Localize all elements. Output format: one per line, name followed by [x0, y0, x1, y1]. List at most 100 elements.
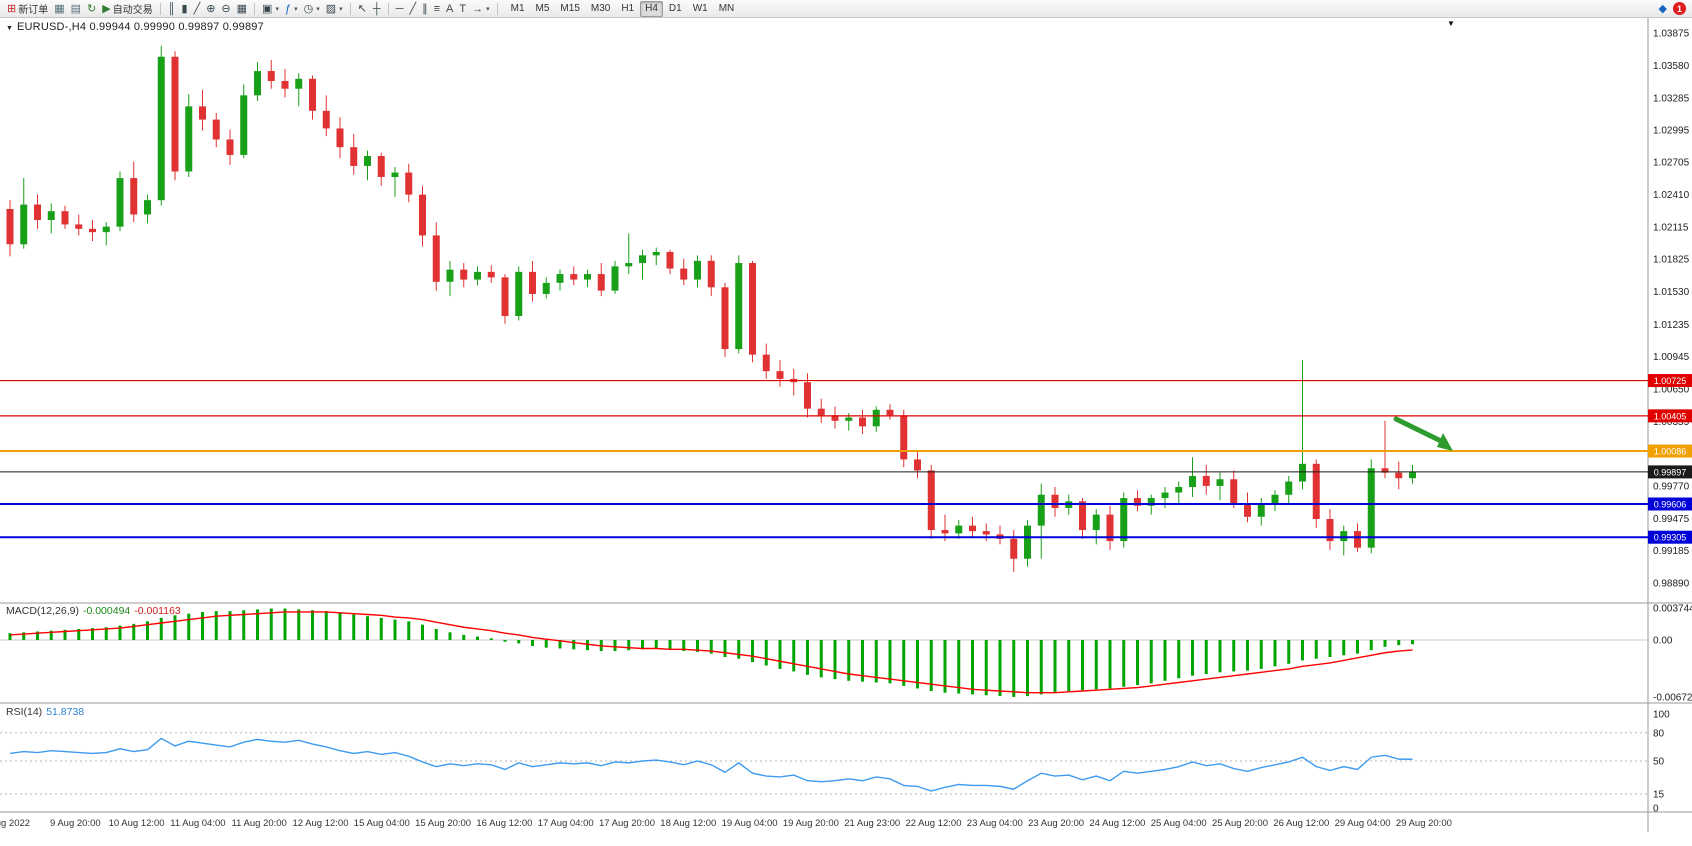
shapes-tool-button[interactable]: → ▾ [469, 1, 493, 17]
svg-text:1.03285: 1.03285 [1653, 94, 1690, 105]
trendline-tool-button[interactable]: ╱ [406, 1, 419, 17]
periods-button[interactable]: ◷ ▾ [301, 1, 323, 17]
cursor-button[interactable]: ↖ [355, 1, 370, 17]
timeframe-d1-button[interactable]: D1 [668, 2, 682, 14]
periods-icon: ◷ [303, 2, 314, 15]
scroll-to-end-marker-icon[interactable]: ▼ [1447, 19, 1455, 28]
new-chart-dropdown-icon[interactable]: ▾ [275, 5, 279, 13]
zoom-in-icon: ⊕ [206, 2, 216, 15]
svg-text:1.01825: 1.01825 [1653, 255, 1690, 266]
timeframe-h4-button[interactable]: H4 [640, 0, 663, 17]
horizontal-lines: 1.00725 1.00405 1.00086 0.99897 0.99606 0.993… [0, 374, 1692, 544]
svg-text:1.02410: 1.02410 [1653, 190, 1690, 201]
svg-text:26 Aug 12:00: 26 Aug 12:00 [1273, 818, 1329, 829]
svg-text:23 Aug 04:00: 23 Aug 04:00 [967, 818, 1023, 829]
horizontal-line-tool-icon: ─ [395, 2, 404, 15]
macd-value: -0.000494 [82, 605, 131, 617]
label-tool-button[interactable]: T [456, 1, 469, 17]
channel-tool-button[interactable]: ∥ [419, 1, 431, 17]
new-order-button[interactable]: ⊞ 新订单 [4, 1, 51, 17]
svg-text:23 Aug 20:00: 23 Aug 20:00 [1028, 818, 1084, 829]
svg-text:1.02705: 1.02705 [1653, 158, 1690, 169]
svg-text:0.00: 0.00 [1653, 636, 1673, 647]
zoom-out-icon: ⊖ [221, 2, 231, 15]
svg-text:1.01530: 1.01530 [1653, 287, 1690, 298]
shapes-tool-dropdown-icon[interactable]: ▾ [486, 5, 490, 13]
tile-windows-icon: ▦ [236, 2, 248, 15]
templates-button[interactable]: ▨ ▾ [323, 1, 346, 17]
auto-trading-icon: ▶ [102, 2, 111, 15]
macd-indicator-label: MACD(12,26,9) -0.000494 -0.001163 [6, 605, 181, 617]
svg-text:9 Aug 2022: 9 Aug 2022 [0, 818, 30, 829]
toolbar-separator [349, 2, 351, 15]
svg-text:1.03580: 1.03580 [1653, 61, 1690, 72]
svg-text:15 Aug 20:00: 15 Aug 20:00 [415, 818, 471, 829]
auto-trading-label: 自动交易 [112, 5, 153, 16]
timeframe-m30-button[interactable]: M30 [590, 2, 611, 14]
bar-chart-type-button[interactable]: ║ [165, 1, 179, 17]
bar-chart-type-icon: ║ [167, 2, 176, 15]
indicators-icon: ƒ [284, 2, 292, 15]
notification-badge[interactable]: 1 [1673, 2, 1686, 15]
svg-text:0.99305: 0.99305 [1654, 533, 1687, 543]
timeframe-mn-button[interactable]: MN [718, 2, 735, 14]
horizontal-line-tool-button[interactable]: ─ [393, 1, 407, 17]
svg-text:1.01235: 1.01235 [1653, 320, 1690, 331]
svg-text:12 Aug 12:00: 12 Aug 12:00 [293, 818, 349, 829]
toolbar-separator [496, 2, 498, 15]
svg-text:80: 80 [1653, 728, 1665, 739]
svg-text:29 Aug 20:00: 29 Aug 20:00 [1396, 818, 1452, 829]
trendline-tool-icon: ╱ [409, 2, 417, 15]
macd-signal-value: -0.001163 [134, 605, 181, 617]
svg-text:0.99475: 0.99475 [1653, 514, 1690, 525]
timeframe-w1-button[interactable]: W1 [692, 2, 708, 14]
new-chart-button[interactable]: ▣ ▾ [259, 1, 282, 17]
toolbar-separator [159, 2, 161, 15]
refresh-button[interactable]: ↻ [84, 1, 99, 17]
svg-text:0.99606: 0.99606 [1654, 499, 1687, 509]
crosshair-button[interactable]: ┼ [370, 1, 384, 17]
svg-text:15 Aug 04:00: 15 Aug 04:00 [354, 818, 410, 829]
chart-window-button[interactable]: ▦ [51, 1, 67, 17]
svg-text:0.99770: 0.99770 [1653, 481, 1690, 492]
candlestick-type-button[interactable]: ▮ [179, 1, 191, 17]
svg-text:11 Aug 20:00: 11 Aug 20:00 [232, 818, 287, 829]
svg-text:19 Aug 04:00: 19 Aug 04:00 [722, 818, 778, 829]
community-icon[interactable]: ◆ [1658, 2, 1667, 15]
symbol-dropdown-icon[interactable]: ▼ [6, 25, 13, 32]
line-chart-type-button[interactable]: ╱ [191, 1, 204, 17]
rsi-pane: 100 80 50 15 0 [0, 710, 1670, 815]
svg-text:19 Aug 20:00: 19 Aug 20:00 [783, 818, 839, 829]
svg-text:25 Aug 20:00: 25 Aug 20:00 [1212, 818, 1268, 829]
periods-dropdown-icon[interactable]: ▾ [316, 5, 320, 13]
svg-text:-0.006723: -0.006723 [1653, 693, 1692, 704]
svg-text:29 Aug 04:00: 29 Aug 04:00 [1335, 818, 1391, 829]
candlestick-layer [6, 45, 1416, 572]
timeframe-group: M1 M5 M15 M30 H1 H4 D1 W1 MN [506, 0, 740, 17]
refresh-icon: ↻ [87, 2, 97, 15]
templates-dropdown-icon[interactable]: ▾ [339, 5, 343, 13]
market-watch-button[interactable]: ▤ [68, 1, 84, 17]
timeframe-m15-button[interactable]: M15 [560, 2, 580, 14]
new-order-label: 新订单 [18, 5, 49, 16]
zoom-out-button[interactable]: ⊖ [218, 1, 233, 17]
indicators-dropdown-icon[interactable]: ▾ [294, 5, 298, 13]
fibonacci-tool-button[interactable]: ≡ [431, 1, 443, 17]
zoom-in-button[interactable]: ⊕ [203, 1, 218, 17]
svg-text:17 Aug 04:00: 17 Aug 04:00 [538, 818, 594, 829]
toolbar: ⊞ 新订单 ▦ ▤ ↻ ▶ 自动交易 ║ ▮ ╱ ⊕ ⊖ ▦ ▣ ▾ ƒ ▾ ◷ ▾ ▨ ▾ ↖ ┼ ─ ╱ ∥ ≡ A T → ▾ M1 M5… [0, 0, 1692, 18]
svg-text:0.003744: 0.003744 [1653, 604, 1692, 615]
crosshair-icon: ┼ [372, 2, 381, 15]
rsi-indicator-label: RSI(14) 51.8738 [6, 706, 84, 718]
indicators-button[interactable]: ƒ ▾ [282, 1, 301, 17]
new-chart-icon: ▣ [262, 2, 273, 15]
tile-windows-button[interactable]: ▦ [234, 1, 250, 17]
timeframe-m1-button[interactable]: M1 [510, 2, 525, 14]
svg-text:17 Aug 20:00: 17 Aug 20:00 [599, 818, 655, 829]
text-tool-button[interactable]: A [443, 1, 456, 17]
auto-trading-button[interactable]: ▶ 自动交易 [99, 1, 155, 17]
timeframe-m5-button[interactable]: M5 [535, 2, 550, 14]
timeframe-h1-button[interactable]: H1 [621, 2, 635, 14]
